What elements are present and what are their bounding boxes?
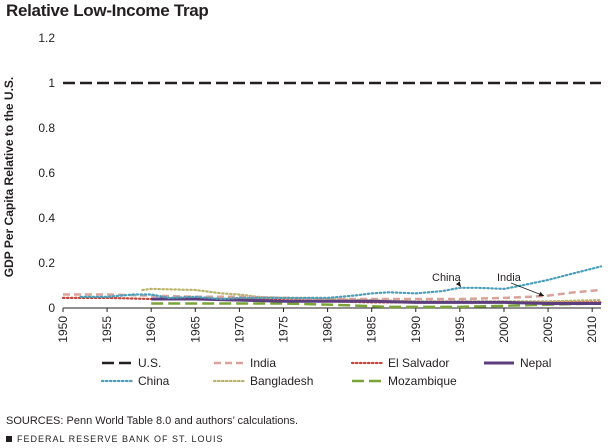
annotation-arrow-line	[510, 282, 545, 297]
x-tick-label: 1970	[232, 316, 246, 343]
x-tick-label: 1980	[321, 316, 335, 343]
legend-label: India	[250, 356, 276, 370]
y-tick-label: 1.2	[38, 31, 55, 45]
legend-label: Nepal	[520, 356, 551, 370]
annotations: China India	[432, 272, 545, 297]
x-tick-label: 2010	[585, 316, 599, 343]
x-tick-label: 1960	[144, 316, 158, 343]
annotation-label: China	[432, 272, 462, 284]
y-axis-label: GDP Per Capita Relative to the U.S.	[2, 77, 16, 278]
annotation-label: India	[497, 272, 522, 284]
series-line-mozambique	[151, 302, 602, 309]
x-tick-label: 1955	[100, 316, 114, 343]
legend-label: El Salvador	[388, 356, 449, 370]
x-tick-label: 1965	[188, 316, 202, 343]
legend-label: U.S.	[138, 356, 161, 370]
y-tick-label: 0.4	[38, 211, 55, 225]
y-tick-label: 0.8	[38, 121, 55, 135]
y-tick-label: 0	[48, 301, 55, 315]
x-tick-label: 2000	[497, 316, 511, 343]
legend-label: Mozambique	[388, 374, 457, 388]
ticks: 0 0.2 0.4 0.6 0.8 1 1.2 1950 1955 1960 1965 1970 197…	[38, 31, 599, 343]
chart: GDP Per Capita Relative to the U.S. 0 0.2…	[2, 31, 603, 388]
legend-label: China	[138, 374, 170, 388]
chart-title: Relative Low-Income Trap	[6, 1, 209, 20]
x-tick-label: 1990	[409, 316, 423, 343]
square-bullet-icon	[6, 436, 12, 442]
annotation-arrowhead	[455, 281, 461, 287]
sources-note: SOURCES: Penn World Table 8.0 and author…	[6, 415, 299, 427]
footer: FEDERAL RESERVE BANK OF ST. LOUIS	[6, 434, 224, 444]
x-tick-label: 1995	[453, 316, 467, 343]
x-tick-label: 1985	[365, 316, 379, 343]
annotation-arrowhead	[538, 291, 545, 297]
x-tick-label: 2005	[541, 316, 555, 343]
y-tick-label: 0.6	[38, 166, 55, 180]
x-tick-label: 1975	[276, 316, 290, 343]
legend: U.S. India El Salvador Nepal China Bangladesh…	[100, 356, 551, 388]
y-axis-label-group: GDP Per Capita Relative to the U.S.	[2, 77, 16, 278]
series-line-china	[79, 265, 603, 301]
y-tick-label: 1	[48, 76, 55, 90]
y-tick-label: 0.2	[38, 256, 55, 270]
footer-text: FEDERAL RESERVE BANK OF ST. LOUIS	[17, 434, 224, 444]
legend-label: Bangladesh	[250, 374, 313, 388]
x-tick-label: 1950	[56, 316, 70, 343]
